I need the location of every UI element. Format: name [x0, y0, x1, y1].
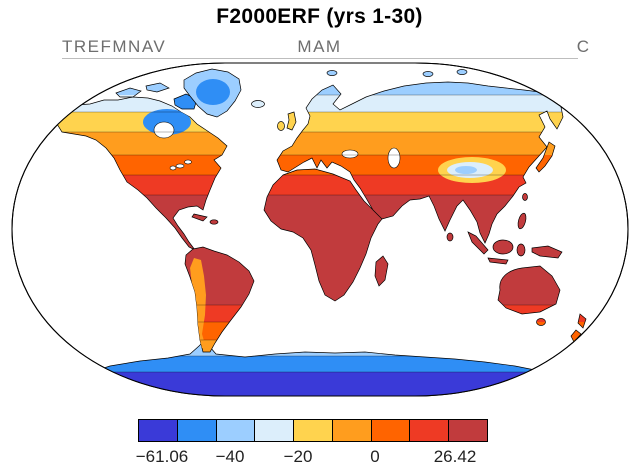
- colorbar-segment: [139, 420, 177, 441]
- variable-label: TREFMNAV: [62, 37, 167, 56]
- great-britain: [286, 111, 297, 131]
- andes-cool-strip: [190, 258, 206, 348]
- colorbar-segment: [448, 420, 488, 441]
- new-guinea: [531, 245, 563, 259]
- arctic-island: [115, 87, 142, 98]
- colorbar-tick: −20: [283, 447, 313, 466]
- header-rule: [62, 58, 578, 59]
- iceland: [251, 100, 265, 108]
- colorbar-tick: 0: [370, 447, 380, 466]
- colorbar-segment: [176, 420, 216, 441]
- sumatra: [467, 231, 489, 255]
- caspian-sea: [387, 147, 401, 169]
- arctic-island: [145, 82, 170, 93]
- colorbar-segment: [370, 420, 410, 441]
- colorbar-tick-max: 26.42: [433, 447, 477, 466]
- arctic-island: [456, 69, 468, 75]
- tibet-cold-core: [455, 166, 477, 174]
- units-label: C: [576, 37, 589, 56]
- great-lake: [169, 165, 177, 171]
- great-lake: [184, 159, 192, 165]
- new-zealand-north: [577, 313, 587, 329]
- colorbar-tick-min: −61.06: [135, 447, 189, 466]
- black-sea: [341, 149, 359, 159]
- colorbar: [138, 419, 488, 442]
- borneo: [492, 239, 514, 255]
- great-lake: [175, 163, 185, 169]
- svalbard: [326, 70, 338, 76]
- season-label: MAM: [297, 37, 342, 56]
- plot-title: F2000ERF (yrs 1-30): [216, 5, 423, 28]
- colorbar-segment: [215, 420, 255, 441]
- java: [487, 257, 509, 265]
- colorbar-segment: [254, 420, 294, 441]
- sri-lanka: [446, 232, 454, 242]
- ireland: [277, 121, 285, 131]
- philippines: [517, 212, 527, 230]
- colorbar-segment: [331, 420, 371, 441]
- taiwan: [522, 193, 528, 201]
- hispaniola: [209, 219, 219, 225]
- sulawesi: [516, 243, 526, 257]
- colorbar-segment: [293, 420, 332, 441]
- colorbar-segment: [409, 420, 449, 441]
- hudson-bay: [153, 121, 175, 139]
- colorbar-tick: −40: [215, 447, 245, 466]
- madagascar: [374, 255, 389, 287]
- greenland-interior: [196, 79, 230, 105]
- arctic-island: [422, 71, 434, 77]
- tasmania: [536, 318, 546, 326]
- cuba: [191, 213, 208, 222]
- japan: [535, 141, 556, 173]
